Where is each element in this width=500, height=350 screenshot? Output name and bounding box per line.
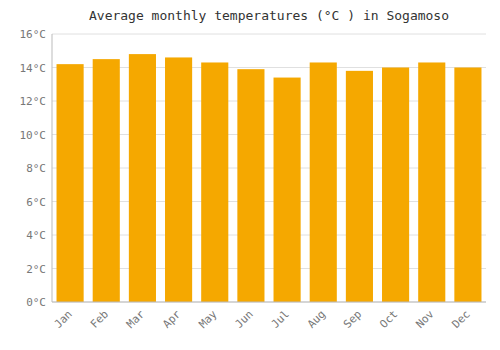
bar (418, 62, 445, 302)
chart-title: Average monthly temperatures (°C ) in So… (89, 8, 449, 23)
bar (93, 59, 120, 302)
grid-line (52, 34, 486, 35)
y-tick-label: 4°C (26, 229, 46, 242)
bar (310, 62, 337, 302)
y-tick-label: 10°C (20, 129, 47, 142)
x-tick-label: Mar (124, 307, 148, 331)
chart-container: Average monthly temperatures (°C ) in So… (0, 0, 500, 350)
x-tick-label: Jan (52, 308, 75, 331)
y-tick-label: 6°C (26, 196, 46, 209)
bars (57, 54, 482, 302)
bar (454, 68, 481, 303)
bar (57, 64, 84, 302)
y-axis-line (52, 34, 53, 302)
y-tick-label: 12°C (20, 95, 47, 108)
x-tick-label: Jun (233, 308, 256, 331)
bar (201, 62, 228, 302)
bar (165, 57, 192, 302)
x-tick-label: Oct (377, 308, 400, 331)
chart-svg: Average monthly temperatures (°C ) in So… (0, 0, 500, 350)
bar (382, 68, 409, 303)
y-tick-label: 14°C (20, 62, 47, 75)
x-axis-line (52, 302, 486, 303)
y-tick-label: 16°C (20, 28, 47, 41)
bar (129, 54, 156, 302)
x-tick-label: Aug (305, 308, 328, 331)
grid-line (52, 302, 486, 303)
x-tick-label: Nov (413, 307, 437, 331)
y-tick-label: 8°C (26, 162, 46, 175)
y-tick-label: 2°C (26, 263, 46, 276)
bar (274, 78, 301, 302)
x-tick-label: May (196, 307, 220, 331)
x-tick-label: Sep (341, 308, 364, 331)
x-tick-label: Apr (160, 307, 184, 331)
x-tick-label: Jul (269, 308, 292, 331)
bar (346, 71, 373, 302)
y-tick-label: 0°C (26, 296, 46, 309)
bar (237, 69, 264, 302)
x-tick-label: Dec (450, 308, 473, 331)
x-tick-label: Feb (88, 308, 111, 331)
grid (52, 34, 486, 302)
